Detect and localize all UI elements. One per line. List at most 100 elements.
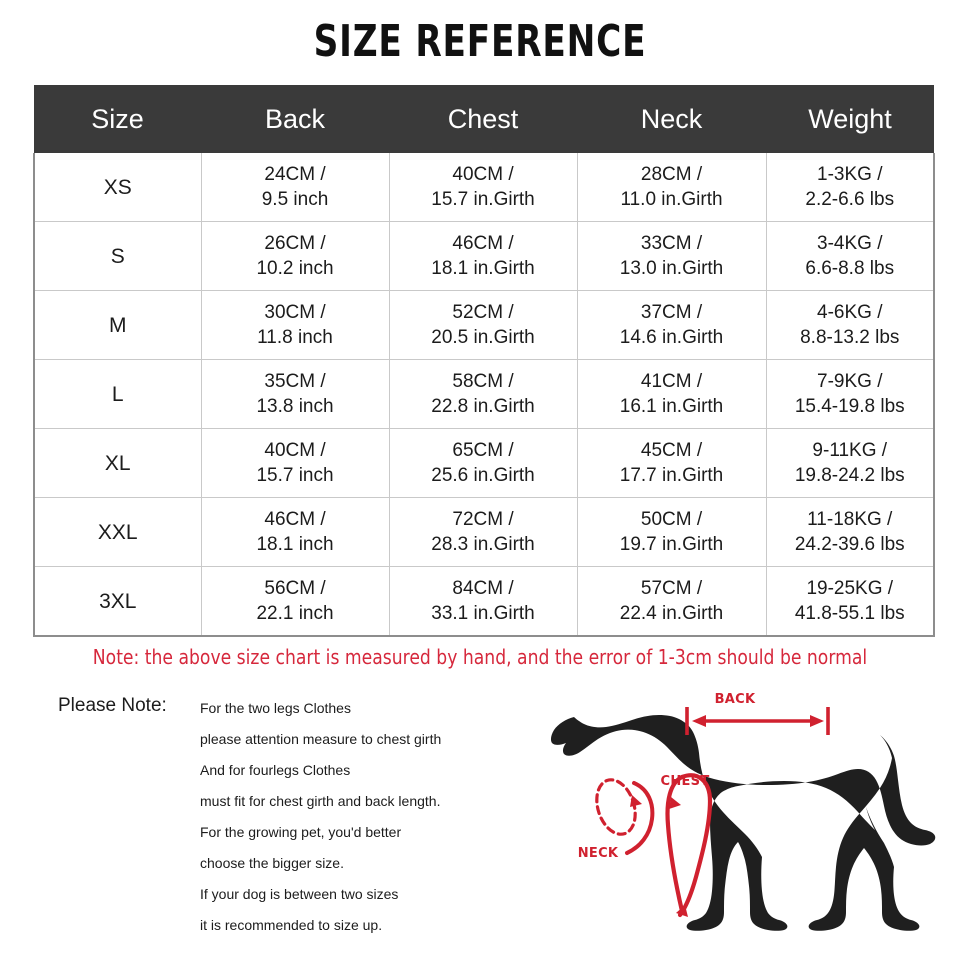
page-title: SIZE REFERENCE [313, 16, 647, 67]
cell-size: L [33, 359, 202, 429]
cell-weight: 19-25KG / 41.8-55.1 lbs [766, 566, 935, 637]
cell-neck-cm: 57CM / [640, 578, 703, 599]
cell-chest-inch: 28.3 in.Girth [431, 534, 535, 555]
cell-neck-cm: 41CM / [640, 371, 703, 392]
cell-neck-inch: 17.7 in.Girth [619, 465, 724, 486]
cell-neck-cm: 45CM / [640, 440, 703, 461]
cell-weight-lbs: 2.2-6.6 lbs [805, 189, 895, 210]
cell-weight: 3-4KG / 6.6-8.8 lbs [766, 221, 935, 291]
cell-size: XS [33, 153, 202, 222]
note-line: must fit for chest girth and back length… [200, 793, 441, 809]
note-line: And for fourlegs Clothes [200, 762, 351, 778]
table-row: XS 24CM / 9.5 inch 40CM / 15.7 in.Girth … [33, 153, 935, 222]
cell-back: 40CM / 15.7 inch [201, 428, 390, 498]
cell-neck: 37CM / 14.6 in.Girth [577, 290, 767, 360]
cell-back-inch: 18.1 inch [256, 534, 334, 555]
cell-neck: 33CM / 13.0 in.Girth [577, 221, 767, 291]
cell-neck: 45CM / 17.7 in.Girth [577, 428, 767, 498]
cell-neck-inch: 14.6 in.Girth [619, 327, 724, 348]
neck-arrow-head-icon [630, 795, 642, 807]
table-row: XL 40CM / 15.7 inch 65CM / 25.6 in.Girth… [33, 428, 935, 498]
back-arrow-head-right-icon [810, 715, 824, 727]
cell-back: 26CM / 10.2 inch [201, 221, 390, 291]
cell-neck-inch: 22.4 in.Girth [619, 603, 724, 624]
cell-back-cm: 40CM / [264, 440, 326, 461]
cell-weight: 7-9KG / 15.4-19.8 lbs [766, 359, 935, 429]
back-arrow-head-left-icon [692, 715, 706, 727]
cell-neck-inch: 16.1 in.Girth [619, 396, 724, 417]
chest-label: CHEST [660, 774, 709, 789]
cell-chest-cm: 65CM / [452, 440, 514, 461]
cell-back-cm: 24CM / [264, 164, 326, 185]
cell-size: 3XL [33, 566, 202, 637]
column-header-weight: Weight [766, 85, 934, 153]
cell-neck-cm: 50CM / [640, 509, 703, 530]
note-line: it is recommended to size up. [200, 917, 383, 933]
table-row: M 30CM / 11.8 inch 52CM / 20.5 in.Girth … [33, 290, 935, 360]
cell-chest-cm: 72CM / [452, 509, 514, 530]
cell-size: M [33, 290, 202, 360]
cell-size: XXL [33, 497, 202, 567]
neck-label: NECK [578, 846, 619, 861]
cell-back: 56CM / 22.1 inch [201, 566, 390, 637]
cell-chest: 84CM / 33.1 in.Girth [389, 566, 578, 637]
cell-chest-cm: 58CM / [452, 371, 514, 392]
cell-neck-cm: 37CM / [640, 302, 703, 323]
please-note-label: Please Note: [58, 695, 167, 716]
cell-neck: 57CM / 22.4 in.Girth [577, 566, 767, 637]
column-header-back: Back [201, 85, 389, 153]
note-line: If your dog is between two sizes [200, 886, 399, 902]
cell-back-cm: 56CM / [264, 578, 326, 599]
cell-back-inch: 10.2 inch [256, 258, 334, 279]
cell-chest: 40CM / 15.7 in.Girth [389, 153, 578, 222]
dog-silhouette-icon [550, 715, 936, 931]
cell-chest-inch: 18.1 in.Girth [431, 258, 535, 279]
note-line: please attention measure to chest girth [200, 731, 442, 747]
cell-back-cm: 46CM / [264, 509, 326, 530]
cell-back: 30CM / 11.8 inch [201, 290, 390, 360]
dog-measurement-diagram: BACK CHEST NECK [530, 685, 950, 945]
cell-weight: 11-18KG / 24.2-39.6 lbs [766, 497, 935, 567]
cell-back: 24CM / 9.5 inch [201, 153, 390, 222]
cell-chest: 46CM / 18.1 in.Girth [389, 221, 578, 291]
cell-weight-lbs: 6.6-8.8 lbs [805, 258, 895, 279]
note-line: choose the bigger size. [200, 855, 344, 871]
cell-weight: 4-6KG / 8.8-13.2 lbs [766, 290, 935, 360]
back-label: BACK [715, 692, 756, 707]
cell-chest: 72CM / 28.3 in.Girth [389, 497, 578, 567]
cell-back-inch: 11.8 inch [257, 327, 333, 348]
neck-measure-arc-icon [625, 781, 655, 855]
cell-weight-kg: 19-25KG / [806, 578, 894, 599]
cell-weight: 9-11KG / 19.8-24.2 lbs [766, 428, 935, 498]
table-row: XXL 46CM / 18.1 inch 72CM / 28.3 in.Girt… [33, 497, 935, 567]
cell-weight-lbs: 15.4-19.8 lbs [794, 396, 905, 417]
column-header-neck: Neck [577, 85, 766, 153]
cell-neck: 50CM / 19.7 in.Girth [577, 497, 767, 567]
cell-chest-cm: 46CM / [452, 233, 514, 254]
cell-back-cm: 26CM / [264, 233, 326, 254]
column-header-chest: Chest [389, 85, 577, 153]
cell-weight-kg: 4-6KG / [817, 302, 883, 323]
cell-weight-lbs: 24.2-39.6 lbs [794, 534, 905, 555]
cell-weight-kg: 9-11KG / [812, 440, 888, 461]
cell-chest: 65CM / 25.6 in.Girth [389, 428, 578, 498]
cell-chest-inch: 22.8 in.Girth [431, 396, 535, 417]
cell-chest-inch: 15.7 in.Girth [431, 189, 535, 210]
column-header-size: Size [34, 85, 201, 153]
cell-back-inch: 15.7 inch [256, 465, 334, 486]
cell-chest-cm: 84CM / [452, 578, 514, 599]
cell-neck-inch: 13.0 in.Girth [619, 258, 724, 279]
cell-weight: 1-3KG / 2.2-6.6 lbs [766, 153, 935, 222]
table-row: S 26CM / 10.2 inch 46CM / 18.1 in.Girth … [33, 221, 935, 291]
cell-weight-kg: 11-18KG / [807, 509, 893, 530]
chest-measure-loop-back-icon [665, 774, 685, 914]
cell-chest-inch: 25.6 in.Girth [431, 465, 535, 486]
chest-arrow-head-upper-icon [669, 797, 681, 809]
size-reference-table: Size Back Chest Neck Weight XS 24CM / 9.… [33, 85, 935, 637]
cell-size: XL [33, 428, 202, 498]
cell-neck-cm: 28CM / [640, 164, 703, 185]
cell-neck: 28CM / 11.0 in.Girth [577, 153, 767, 222]
cell-weight-lbs: 8.8-13.2 lbs [800, 327, 900, 348]
cell-back-inch: 13.8 inch [256, 396, 334, 417]
cell-neck-cm: 33CM / [640, 233, 703, 254]
